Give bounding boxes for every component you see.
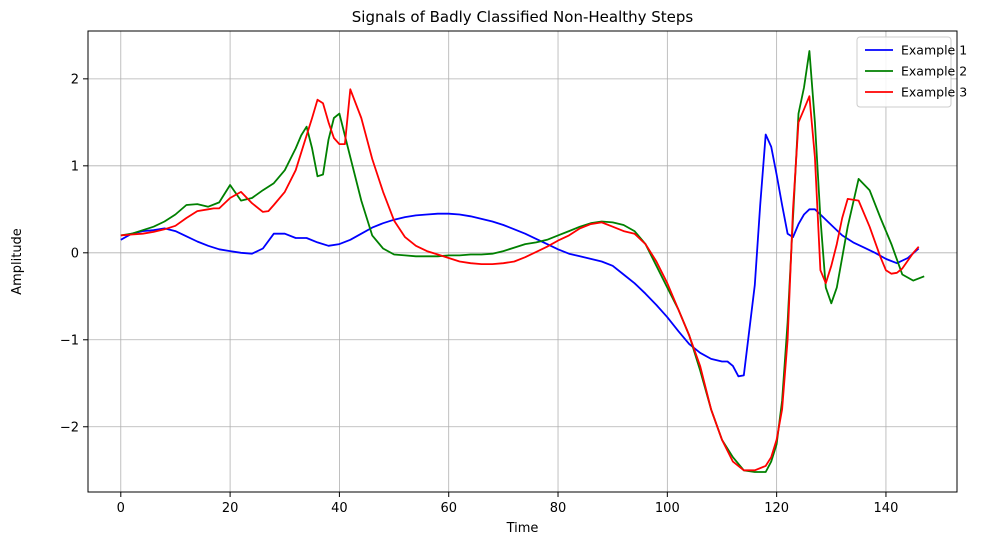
- x-tick-label: 0: [117, 501, 125, 516]
- x-tick-label: 20: [222, 501, 239, 516]
- x-tick-label: 100: [655, 501, 680, 516]
- series-line-3: [120, 88, 920, 472]
- y-tick-label: −1: [60, 333, 79, 348]
- x-tick-label: 60: [440, 501, 457, 516]
- y-tick-label: −2: [60, 420, 79, 435]
- grid-lines: [88, 31, 957, 492]
- chart-title: Signals of Badly Classified Non-Healthy …: [352, 8, 694, 26]
- y-axis-label: Amplitude: [10, 228, 25, 295]
- y-axis-ticks: −2 −1 0 1 2: [60, 72, 88, 435]
- legend-box: [856, 36, 952, 108]
- x-tick-label: 80: [550, 501, 567, 516]
- legend-label-1: Example 1: [901, 43, 967, 58]
- legend-label-2: Example 2: [901, 64, 967, 79]
- legend-label-3: Example 3: [901, 85, 967, 100]
- x-tick-label: 120: [764, 501, 789, 516]
- y-tick-label: 2: [71, 72, 79, 87]
- y-tick-label: 1: [71, 159, 79, 174]
- x-tick-label: 140: [874, 501, 899, 516]
- y-tick-label: 0: [71, 246, 79, 261]
- x-tick-label: 40: [331, 501, 348, 516]
- series-line-1: [120, 133, 920, 378]
- x-axis-ticks: 0 20 40 60 80 100 120 140: [117, 492, 899, 516]
- series-line-2: [120, 50, 925, 473]
- series-lines: [120, 50, 925, 473]
- plot-frame: [87, 30, 958, 493]
- legend: Example 1 Example 2 Example 3: [856, 36, 967, 108]
- x-axis-label: Time: [506, 521, 539, 536]
